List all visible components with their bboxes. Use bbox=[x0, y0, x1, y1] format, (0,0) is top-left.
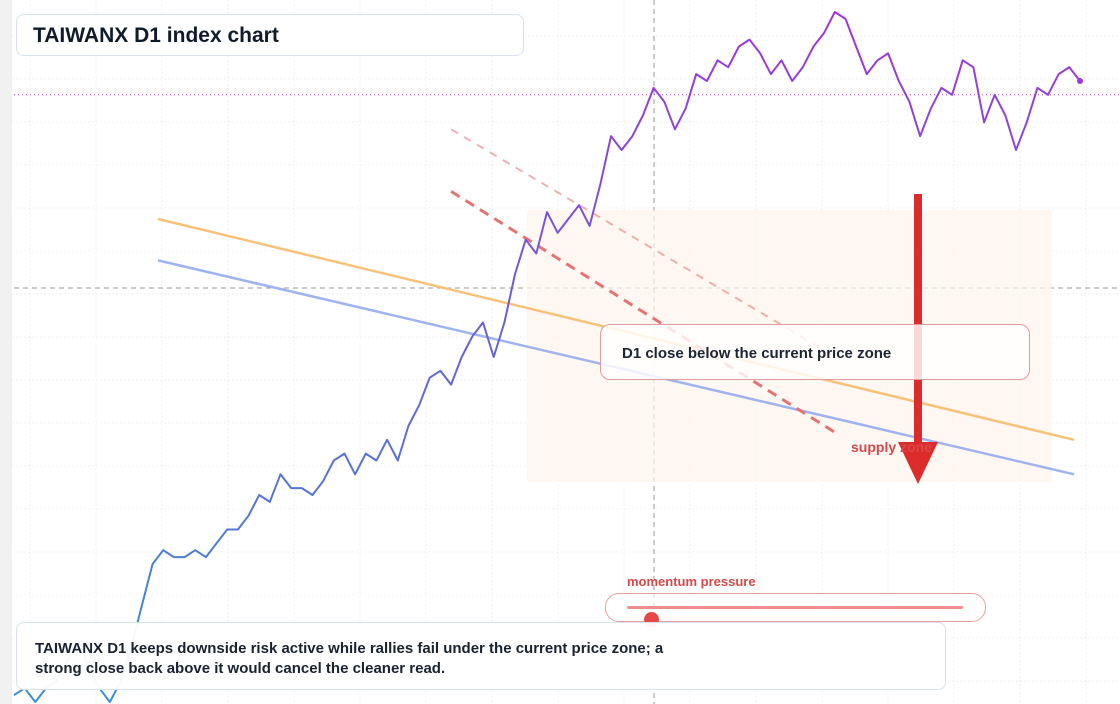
price-line bbox=[13, 11, 1081, 703]
price-zone-callout-text: D1 close below the current price zone bbox=[622, 345, 892, 362]
arrow-head bbox=[898, 442, 938, 484]
momentum-track bbox=[627, 606, 963, 627]
lower-channel-line bbox=[450, 190, 837, 435]
supply-zone-label: supply zone bbox=[851, 439, 932, 455]
momentum-label: momentum pressure bbox=[627, 574, 756, 589]
arrow-shaft bbox=[914, 194, 922, 446]
downside-arrow bbox=[898, 194, 938, 484]
chart-title: TAIWANX D1 index chart bbox=[33, 24, 279, 47]
price-zone-callout: D1 close below the current price zone bbox=[600, 324, 1030, 380]
summary-note: TAIWANX D1 keeps downside risk active wh… bbox=[16, 622, 946, 690]
momentum-gauge bbox=[605, 593, 986, 627]
summary-note-text: TAIWANX D1 keeps downside risk active wh… bbox=[35, 640, 664, 677]
title-card: TAIWANX D1 index chart bbox=[16, 14, 524, 56]
price-series bbox=[13, 11, 1083, 703]
last-price-dot bbox=[1077, 78, 1083, 84]
left-axis-strip bbox=[0, 0, 12, 704]
